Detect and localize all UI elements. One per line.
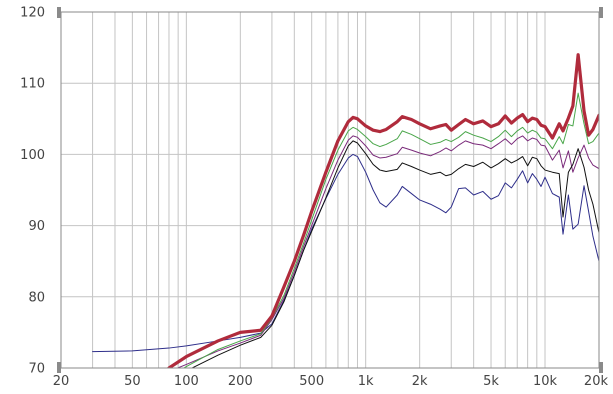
x-tick-label: 50 <box>124 374 141 389</box>
y-axis-ticks: 70 80 90 100 110 120 <box>20 6 45 377</box>
y-tick-label: 70 <box>28 362 45 377</box>
y-tick-label: 80 <box>28 290 45 305</box>
x-tick-label: 500 <box>299 374 324 389</box>
frame-handle-top-right <box>599 7 603 18</box>
series-line-5 <box>167 53 599 368</box>
x-tick-label: 1k <box>358 374 374 389</box>
x-tick-label: 20 <box>53 374 70 389</box>
series-line-2 <box>176 135 599 368</box>
x-tick-label: 2k <box>412 374 428 389</box>
curves <box>92 53 599 368</box>
series-line-3 <box>182 92 599 368</box>
frame-handle-bottom-right <box>599 362 603 373</box>
x-tick-label: 10k <box>533 374 558 389</box>
y-tick-label: 120 <box>20 6 45 21</box>
frame-handle-bottom-left <box>57 362 61 373</box>
y-tick-label: 90 <box>28 219 45 234</box>
plot-frame <box>60 11 600 369</box>
grid <box>61 12 599 368</box>
x-tick-label: 100 <box>174 374 199 389</box>
x-axis-ticks: 20 50 100 200 500 1k 2k 5k 10k 20k <box>53 374 609 389</box>
y-tick-label: 110 <box>20 77 45 92</box>
x-tick-label: 20k <box>584 374 609 389</box>
frame-handle-top-left <box>57 7 61 18</box>
y-tick-label: 100 <box>20 148 45 163</box>
x-tick-label: 200 <box>228 374 253 389</box>
x-tick-label: 5k <box>483 374 499 389</box>
series-line-4 <box>190 140 599 368</box>
